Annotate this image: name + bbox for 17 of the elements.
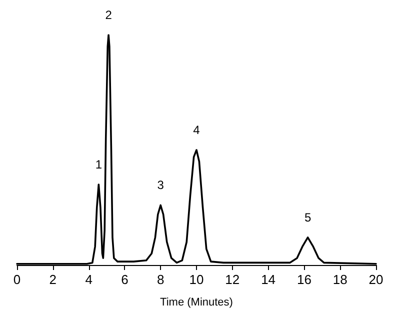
annotation: 4 bbox=[193, 123, 200, 137]
x-tick-label: 2 bbox=[49, 272, 57, 287]
x-tick-label: 10 bbox=[189, 272, 204, 287]
x-tick-label: 6 bbox=[121, 272, 128, 287]
annotation: 1 bbox=[95, 158, 102, 172]
x-tick-label: 8 bbox=[156, 272, 164, 287]
x-tick-label: 18 bbox=[332, 272, 348, 287]
annotation: 3 bbox=[157, 178, 164, 192]
x-tick-label: 12 bbox=[225, 272, 240, 287]
x-tick-label: 4 bbox=[85, 272, 92, 287]
x-tick-label: 14 bbox=[261, 272, 276, 287]
x-axis-title: Time (Minutes) bbox=[160, 296, 233, 308]
x-tick-label: 0 bbox=[13, 272, 21, 287]
annotation: 5 bbox=[304, 210, 312, 224]
annotation: 2 bbox=[105, 8, 112, 22]
x-tick-label: 20 bbox=[368, 272, 384, 287]
x-tick-label: 16 bbox=[296, 272, 312, 287]
